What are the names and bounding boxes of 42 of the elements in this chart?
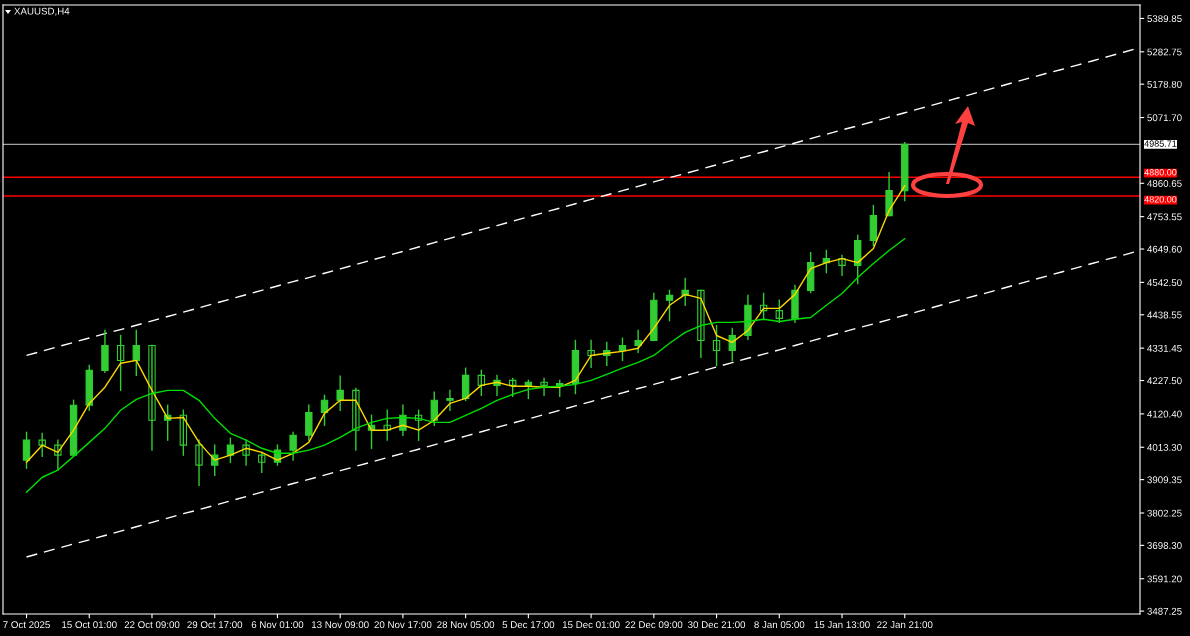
x-tick-label: 6 Nov 01:00 [251,621,304,629]
ref-line-label: 4880.00 [1144,169,1177,176]
x-tick-label: 30 Dec 21:00 [688,621,746,629]
y-tick-label: 4013.30 [1147,443,1182,451]
x-tick-label: 8 Jan 05:00 [754,621,805,629]
y-tick-label: 4331.45 [1147,344,1182,352]
y-tick-label: 4227.50 [1147,377,1182,385]
y-tick-label: 4120.40 [1147,410,1182,418]
candlestick [430,391,438,426]
y-tick-label: 4753.55 [1147,213,1182,221]
y-tick-label: 5178.80 [1147,80,1182,88]
x-tick-label: 22 Oct 09:00 [124,621,180,629]
ref-line-label: 4820.00 [1144,196,1177,203]
candlestick [901,141,909,202]
x-tick-label: 20 Nov 17:00 [374,621,432,629]
y-tick-label: 4649.60 [1147,245,1182,253]
y-tick-label: 5282.75 [1147,48,1182,56]
y-tick-label: 4542.50 [1147,279,1182,287]
x-tick-label: 13 Nov 09:00 [312,621,369,629]
y-tick-label: 4438.55 [1147,311,1182,319]
y-tick-label: 3698.30 [1147,542,1182,549]
x-tick-label: 15 Jan 13:00 [814,621,870,629]
x-tick-label: 22 Jan 21:00 [877,621,933,629]
x-tick-label: 7 Oct 2025 [3,621,50,629]
x-tick-label: 5 Dec 17:00 [502,621,555,629]
y-tick-label: 3802.25 [1147,509,1182,517]
candlestick [85,364,93,411]
y-tick-label: 3591.20 [1147,575,1182,583]
y-tick-label: 5071.70 [1147,114,1182,122]
chart-title: XAUUSD,H4 [14,7,70,16]
candlestick [258,451,266,473]
y-tick-label: 3909.35 [1147,476,1182,484]
line-series [25,237,906,493]
x-tick-label: 29 Oct 17:00 [187,621,243,629]
y-tick-label: 4860.65 [1147,180,1182,187]
y-tick-label: 3487.25 [1147,607,1182,615]
ref-line-label: 4985.71 [1144,140,1177,147]
y-tick-label: 5389.85 [1147,15,1182,23]
x-tick-label: 22 Dec 09:00 [625,621,683,629]
x-tick-label: 15 Oct 01:00 [62,621,117,629]
x-tick-label: 15 Dec 01:00 [562,621,620,629]
x-tick-label: 28 Nov 05:00 [437,621,495,629]
